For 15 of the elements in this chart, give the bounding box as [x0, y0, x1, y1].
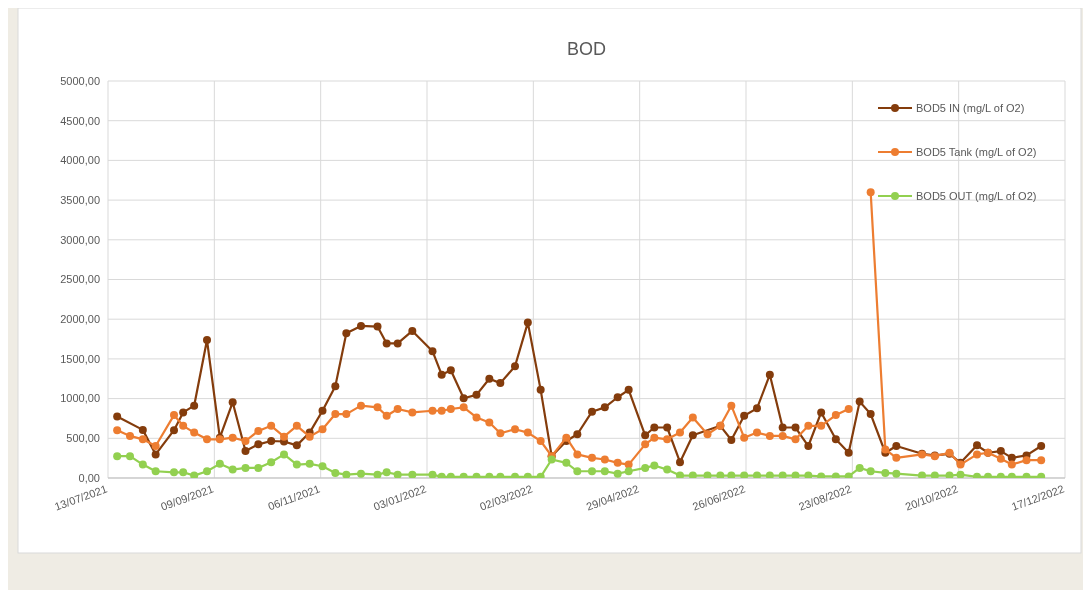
- chart-title: BOD: [566, 39, 607, 59]
- legend-label: BOD5 IN (mg/L of O2): [916, 101, 1025, 114]
- y-tick-label: 3000,00: [60, 233, 100, 246]
- y-tick-label: 5000,00: [60, 74, 100, 87]
- y-tick-label: 3500,00: [60, 193, 100, 206]
- y-tick-label: 4000,00: [60, 154, 100, 167]
- y-tick-label: 4500,00: [60, 114, 100, 127]
- y-tick-label: 2500,00: [60, 273, 100, 286]
- legend-label: BOD5 Tank (mg/L of O2): [916, 145, 1037, 158]
- y-tick-label: 1500,00: [60, 352, 100, 365]
- y-tick-label: 2000,00: [60, 313, 100, 326]
- y-tick-label: 0,00: [78, 471, 100, 484]
- y-tick-label: 500,00: [66, 432, 100, 445]
- y-tick-label: 1000,00: [60, 392, 100, 405]
- legend-label: BOD5 OUT (mg/L of O2): [916, 189, 1037, 202]
